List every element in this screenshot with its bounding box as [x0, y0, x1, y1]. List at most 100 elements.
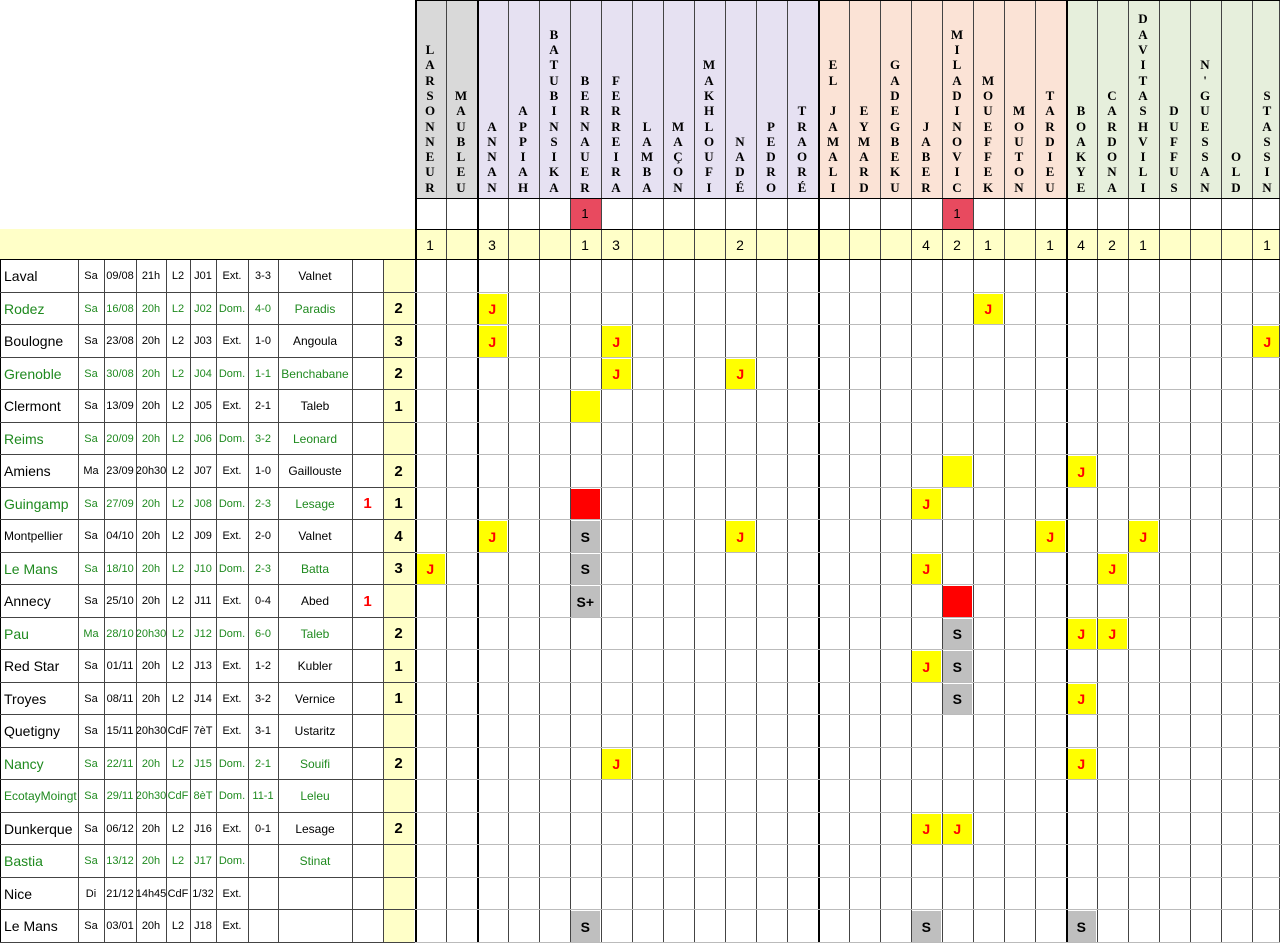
match-date: 15/11 [104, 715, 136, 748]
venue: Ext. [216, 650, 248, 683]
red-card-count [1252, 198, 1280, 229]
yellow-card-total [787, 229, 818, 260]
grid-line [352, 260, 353, 943]
round: J17 [190, 845, 216, 878]
competition: L2 [166, 683, 190, 716]
yellow-card-mark: J [1036, 521, 1066, 552]
grid-line [415, 519, 1280, 520]
score: 2-1 [248, 748, 278, 781]
yellow-card-mark: J [912, 554, 942, 585]
yellow-cards-count: 3 [383, 553, 414, 586]
match-day: Sa [78, 683, 104, 716]
match-day: Sa [78, 813, 104, 846]
yellow-card-total [1221, 229, 1252, 260]
yellow-cards-count [383, 260, 414, 293]
opponent: Quetigny [1, 715, 78, 748]
yellow-card-mark: J [1098, 619, 1128, 650]
yellow-cards-count: 2 [383, 813, 414, 846]
red-card-mark [571, 489, 601, 520]
yellow-card-total [1004, 229, 1035, 260]
competition: L2 [166, 260, 190, 293]
yellow-cards-count: 3 [383, 325, 414, 358]
match-date: 20/09 [104, 423, 136, 456]
grid-line [1159, 0, 1160, 943]
score: 2-0 [248, 520, 278, 553]
grid-line [415, 357, 1280, 358]
match-day: Sa [78, 650, 104, 683]
competition: L2 [166, 520, 190, 553]
yellow-card-total: 1 [1128, 229, 1159, 260]
yellow-card-total: 3 [601, 229, 632, 260]
match-day: Sa [78, 358, 104, 391]
yellow-card-total [632, 229, 663, 260]
score [248, 845, 278, 878]
grid-line [415, 454, 1280, 455]
referee: Lesage [278, 813, 352, 846]
yellow-card-mark: J [1098, 554, 1128, 585]
yellow-card-mark: J [1067, 619, 1097, 650]
grid-line [415, 779, 1280, 780]
yellow-cards-count [383, 423, 414, 456]
grid-line [415, 229, 1280, 230]
referee: Valnet [278, 520, 352, 553]
red-cards-count [352, 455, 383, 488]
competition: CdF [166, 715, 190, 748]
competition: L2 [166, 748, 190, 781]
red-card-count [632, 198, 663, 229]
grid-line [0, 389, 415, 390]
yellow-card-total: 3 [477, 229, 508, 260]
grid-line [415, 844, 1280, 845]
grid-line [415, 617, 1280, 618]
red-card-count [911, 198, 942, 229]
match-day: Sa [78, 390, 104, 423]
opponent: Boulogne [1, 325, 78, 358]
yellow-card-total: 1 [415, 229, 446, 260]
grid-line [415, 584, 1280, 585]
competition: L2 [166, 845, 190, 878]
red-cards-count: 1 [352, 488, 383, 521]
yellow-card-mark: J [602, 749, 632, 780]
score: 4-0 [248, 293, 278, 326]
match-date: 18/10 [104, 553, 136, 586]
suspension-mark: S+ [571, 586, 601, 617]
yellow-card-total: 2 [725, 229, 756, 260]
opponent: Pau [1, 618, 78, 651]
referee: Leonard [278, 423, 352, 456]
grid-line [415, 324, 1280, 325]
grid-line [0, 682, 415, 683]
match-date: 03/01 [104, 910, 136, 943]
red-card-count [818, 198, 849, 229]
referee: Abed [278, 585, 352, 618]
match-date: 08/11 [104, 683, 136, 716]
referee: Benchabane [278, 358, 352, 391]
opponent: Bastia [1, 845, 78, 878]
competition: L2 [166, 618, 190, 651]
red-card-count [1066, 198, 1097, 229]
yellow-cards-count: 1 [383, 683, 414, 716]
yellow-card-total [1190, 229, 1221, 260]
round: J01 [190, 260, 216, 293]
grid-line [508, 0, 509, 943]
yellow-card-mark: J [1129, 521, 1159, 552]
grid-line [415, 682, 1280, 683]
yellow-card-mark: J [1253, 326, 1280, 357]
opponent: Le Mans [1, 553, 78, 586]
match-day: Sa [78, 553, 104, 586]
opponent: Laval [1, 260, 78, 293]
opponent: Reims [1, 423, 78, 456]
competition: L2 [166, 585, 190, 618]
round: J07 [190, 455, 216, 488]
